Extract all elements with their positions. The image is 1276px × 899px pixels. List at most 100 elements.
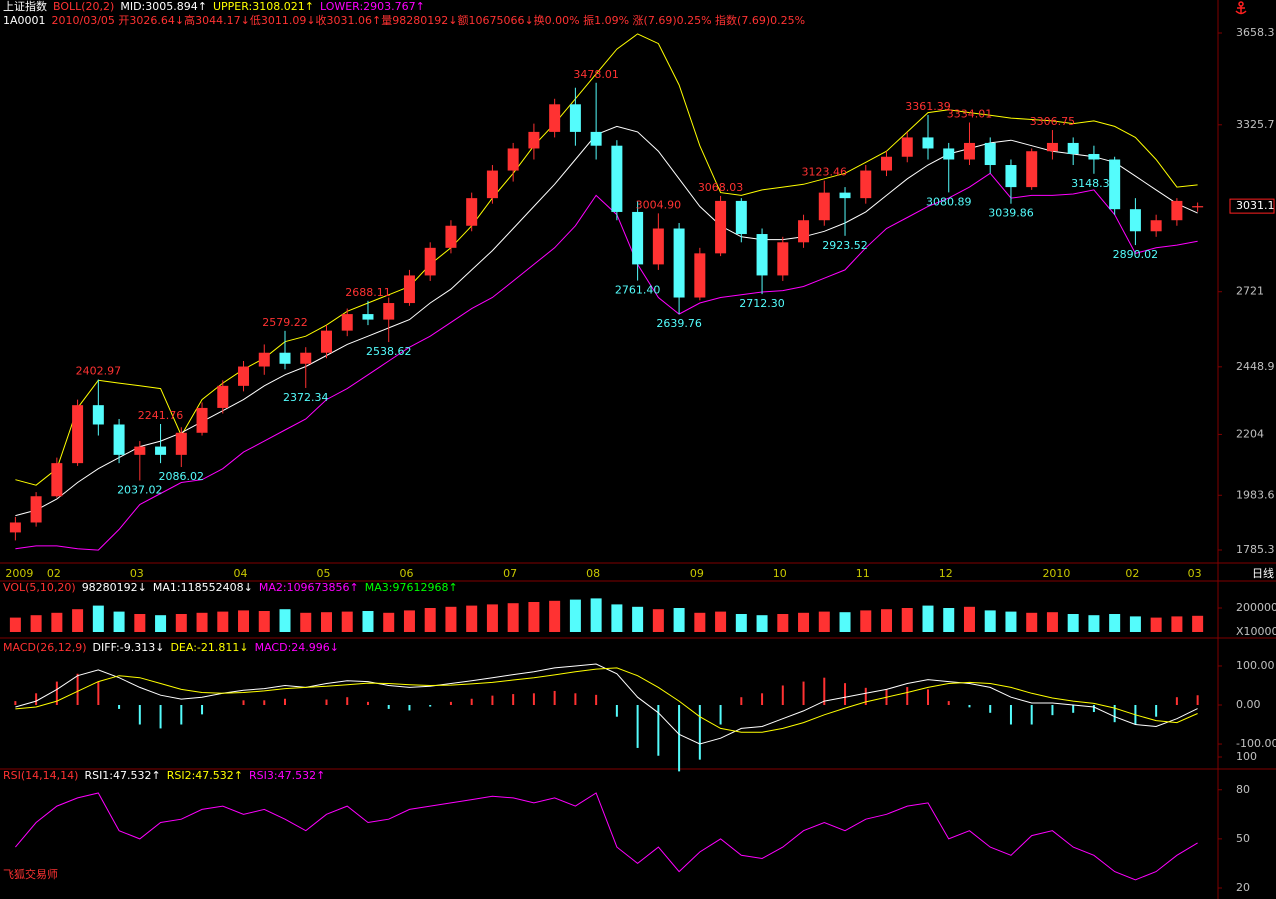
volume-bar	[1088, 615, 1100, 632]
candle-body	[341, 314, 353, 331]
volume-bar	[1129, 616, 1141, 632]
last-price: 3031.1	[1236, 199, 1275, 212]
x-tick-label: 2009	[5, 567, 33, 580]
candle-body	[258, 352, 270, 367]
candle-body	[279, 352, 291, 364]
candle-body	[963, 142, 975, 160]
volume-bar	[549, 600, 561, 632]
candle-body	[217, 385, 229, 408]
volume-bar	[839, 612, 851, 632]
volume-bar	[30, 615, 42, 632]
volume-bar	[1150, 617, 1162, 632]
volume-bar	[798, 612, 810, 632]
candle-body	[466, 198, 478, 226]
candle-body	[673, 228, 685, 298]
volume-bar	[756, 615, 768, 632]
volume-bar	[943, 608, 955, 632]
volume-bar	[860, 610, 872, 632]
y-tick-label: -100.00	[1236, 737, 1276, 750]
volume-bar	[72, 609, 84, 632]
line	[15, 172, 1198, 551]
y-tick-label: 2448.9	[1236, 360, 1275, 373]
legend-text: DIFF:-9.313↓	[93, 641, 165, 654]
high-label: 2688.11	[345, 286, 391, 299]
line	[15, 667, 1198, 733]
candle-body	[196, 407, 208, 433]
volume-bar	[901, 608, 913, 632]
candle-body	[175, 432, 187, 455]
candle-body	[1067, 142, 1079, 154]
volume-bar	[984, 610, 996, 632]
candle-body	[694, 253, 706, 298]
high-label: 2402.97	[76, 365, 122, 378]
y-tick-label: 50	[1236, 832, 1250, 845]
volume-bar	[632, 606, 644, 632]
volume-bar	[1046, 612, 1058, 632]
candle-body	[300, 352, 312, 364]
volume-bar	[258, 611, 270, 632]
y-tick-label: 20	[1236, 881, 1250, 894]
low-label: 3148.33	[1071, 177, 1117, 190]
candle-body	[1171, 200, 1183, 221]
candle-body	[611, 145, 623, 212]
volume-bar	[1192, 615, 1204, 632]
candle-body	[320, 330, 332, 353]
volume-bar	[715, 611, 727, 632]
legend-text: RSI3:47.532↑	[249, 769, 325, 782]
legend-text: 上证指数	[3, 0, 47, 13]
volume-bar	[113, 611, 125, 632]
volume-bar	[279, 609, 291, 632]
candle-body	[1046, 142, 1058, 152]
volume-bar	[155, 615, 167, 632]
x-tick-label: 02	[1125, 567, 1139, 580]
candle-body	[1150, 220, 1162, 232]
legend-text: RSI2:47.532↑	[167, 769, 243, 782]
candle-body	[839, 192, 851, 199]
legend-text: MA1:118552408↓	[153, 581, 253, 594]
candle-body	[238, 366, 250, 386]
volume-bar	[92, 605, 104, 632]
high-label: 3361.39	[905, 100, 951, 113]
volume-bar	[652, 609, 664, 632]
volume-bar	[175, 614, 187, 632]
x-tick-label: 07	[503, 567, 517, 580]
low-label: 2923.52	[822, 239, 868, 252]
candle-body	[528, 131, 540, 149]
y-tick-label: 0.00	[1236, 698, 1261, 711]
x-tick-label: 02	[47, 567, 61, 580]
legend-text: MACD:24.996↓	[255, 641, 339, 654]
volume-bar	[9, 617, 21, 632]
candle-body	[943, 148, 955, 160]
volume-bar	[590, 598, 602, 632]
watermark: 飞狐交易师	[3, 867, 58, 881]
candle-body	[72, 405, 84, 464]
candle-body	[113, 424, 125, 455]
legend-text: RSI(14,14,14)	[3, 769, 78, 782]
period-label: 日线	[1252, 566, 1274, 580]
candle-body	[590, 131, 602, 146]
candle-body	[362, 314, 374, 320]
volume-bar	[694, 612, 706, 632]
candle-body	[632, 211, 644, 265]
high-label: 2241.76	[138, 409, 184, 422]
candle-body	[860, 170, 872, 199]
candle-body	[901, 137, 913, 157]
x-tick-label: 03	[1188, 567, 1202, 580]
y-tick-label: 200000	[1236, 601, 1276, 614]
y-tick-label: 100.00	[1236, 659, 1275, 672]
candle-body	[1005, 165, 1017, 188]
legend-text: MID:3005.894↑	[120, 0, 207, 13]
candle-body	[30, 496, 42, 523]
volume-bar	[1109, 614, 1121, 632]
candle-body	[424, 247, 436, 276]
candle-body	[756, 234, 768, 276]
candle-body	[403, 275, 415, 304]
candle-body	[1026, 151, 1038, 188]
candle-body	[549, 104, 561, 132]
line	[15, 792, 1198, 881]
volume-bar	[217, 611, 229, 632]
volume-bar	[528, 602, 540, 632]
